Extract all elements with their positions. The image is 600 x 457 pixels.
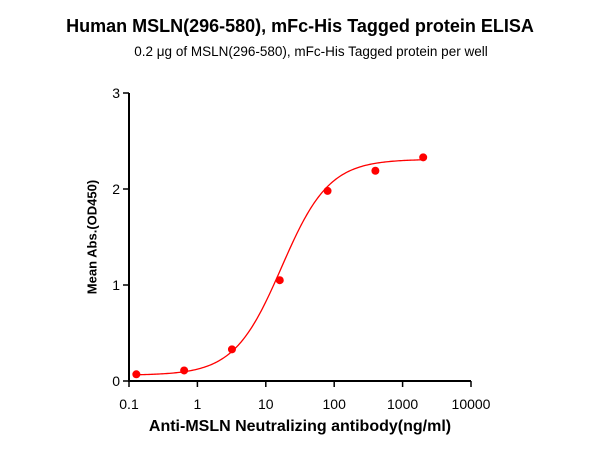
- data-points: [132, 153, 428, 379]
- x-tick-label: 1000: [387, 396, 418, 412]
- data-point: [132, 370, 141, 379]
- y-tick-label: 2: [112, 181, 120, 197]
- fit-line: [136, 159, 424, 376]
- fit-curve: [136, 159, 424, 376]
- y-tick-label: 1: [112, 277, 120, 293]
- chart-title: Human MSLN(296-580), mFc-His Tagged prot…: [66, 16, 534, 36]
- data-point: [371, 166, 380, 175]
- x-tick-label: 0.1: [119, 396, 139, 412]
- y-tick-label: 0: [112, 373, 120, 389]
- x-tick-label: 10: [258, 396, 274, 412]
- data-point: [275, 276, 284, 285]
- x-tick-label: 10000: [452, 396, 491, 412]
- data-point: [323, 186, 332, 195]
- data-point: [419, 153, 428, 162]
- x-tick-label: 100: [323, 396, 347, 412]
- x-tick-label: 1: [194, 396, 202, 412]
- x-axis-label: Anti-MSLN Neutralizing antibody(ng/ml): [148, 418, 452, 435]
- y-tick-label: 3: [112, 85, 120, 101]
- data-point: [180, 366, 189, 375]
- axes: 0 1 2 3 0.1 1 10 100 1000 10000: [112, 85, 490, 412]
- chart-subtitle: 0.2 μg of MSLN(296-580), mFc-His Tagged …: [134, 44, 488, 59]
- data-point: [227, 345, 236, 354]
